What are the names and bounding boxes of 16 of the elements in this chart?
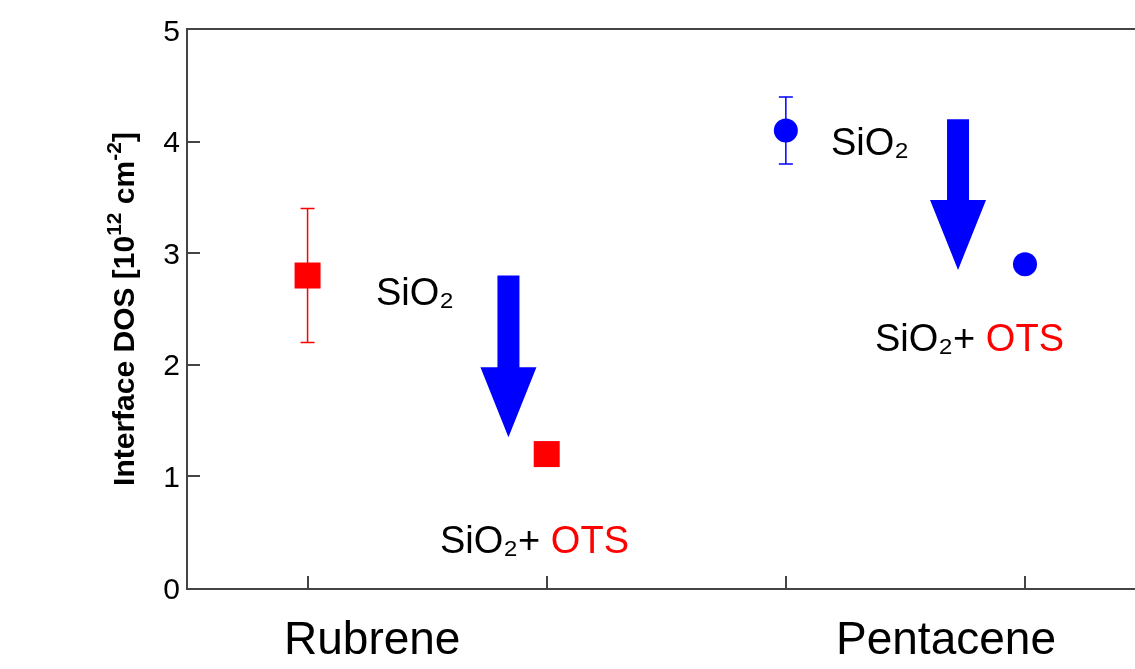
- text: Rubrene: [284, 612, 461, 664]
- y-tick-label: 4: [163, 125, 180, 159]
- text: Pentacene: [836, 612, 1056, 664]
- annotation: SiO₂: [831, 121, 910, 163]
- point: [773, 118, 798, 143]
- y-tick-label: 5: [163, 13, 180, 47]
- y-tick-label: 0: [163, 571, 180, 605]
- y-tick-label: 2: [163, 348, 180, 382]
- annotation: SiO₂+ OTS: [440, 519, 629, 561]
- point: [533, 441, 560, 468]
- y-tick-label: 1: [163, 459, 180, 493]
- y-tick-label: 3: [163, 236, 180, 270]
- annotation: SiO₂+ OTS: [875, 317, 1064, 359]
- point: [1013, 252, 1037, 277]
- annotation: SiO₂: [376, 271, 455, 313]
- point: [294, 262, 321, 289]
